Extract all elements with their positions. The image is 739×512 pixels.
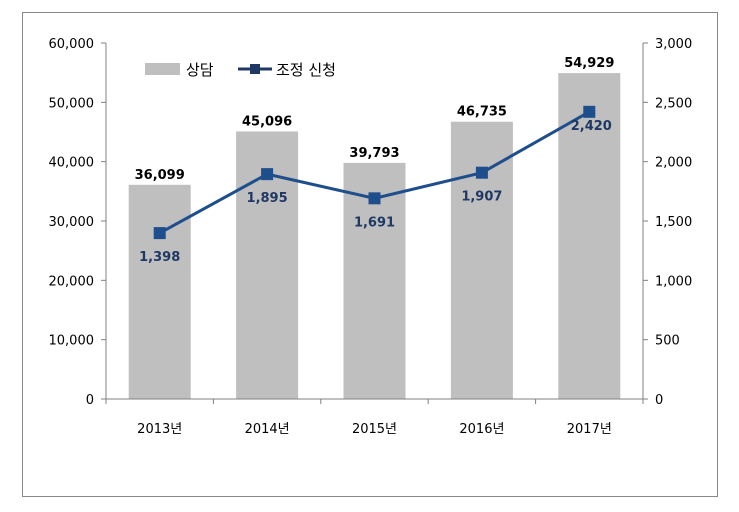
axes: 0 10,000 20,000 30,000 40,000 50,000 60,000 0 50… [49,37,693,437]
line-label-3: 1,907 [461,190,502,205]
line-label-4: 2,420 [571,119,612,134]
line-marker-3 [475,166,488,179]
y-right-tick-label-4: 2,000 [655,156,692,171]
line-series [153,105,596,240]
x-tick-label-2: 2015년 [352,422,397,437]
line-label-0: 1,398 [139,250,180,265]
y-left-tick-label-6: 60,000 [49,37,95,52]
bar-label-1: 45,096 [242,114,292,129]
y-left-tick-label-4: 40,000 [49,156,95,171]
line-label-1: 1,895 [247,191,288,206]
y-left-tick-label-5: 50,000 [49,96,95,111]
bar-label-2: 39,793 [349,146,399,161]
bar-series [128,73,621,400]
bar-0 [128,184,191,399]
bar-label-4: 54,929 [564,56,614,71]
line-marker-4 [583,105,596,118]
legend-swatch-marker [250,64,260,74]
x-tick-label-3: 2016년 [459,422,504,437]
legend-swatch-bar [145,63,180,75]
line-marker-0 [153,227,166,240]
x-tick-label-1: 2014년 [245,422,290,437]
data-labels: 36,099 45,096 39,793 46,735 54,929 1,398 1,895… [135,56,615,265]
legend-label-bar: 상담 [186,61,214,79]
line-label-2: 1,691 [354,215,395,230]
y-right-tick-label-3: 1,500 [655,215,692,230]
y-left-tick-label-3: 30,000 [49,215,95,230]
y-right-tick-label-5: 2,500 [655,96,692,111]
y-left-tick-label-2: 20,000 [49,274,95,289]
line-marker-1 [261,168,274,181]
y-left-tick-label-1: 10,000 [49,334,95,349]
x-tick-label-0: 2013년 [137,422,182,437]
x-tick-label-4: 2017년 [567,422,612,437]
y-right-tick-label-1: 500 [655,334,680,349]
chart-frame [22,12,718,497]
y-right-tick-label-6: 3,000 [655,37,692,52]
y-left-tick-label-0: 0 [86,393,94,408]
bar-3 [450,121,513,400]
line-marker-2 [368,192,381,205]
bar-label-3: 46,735 [457,105,507,120]
y-right-tick-label-0: 0 [655,393,663,408]
bar-label-0: 36,099 [135,168,185,183]
legend-label-line: 조정 신청 [276,61,336,79]
legend: 상담 조정 신청 [145,61,336,79]
bar-4 [558,73,621,399]
y-right-tick-label-2: 1,000 [655,274,692,289]
